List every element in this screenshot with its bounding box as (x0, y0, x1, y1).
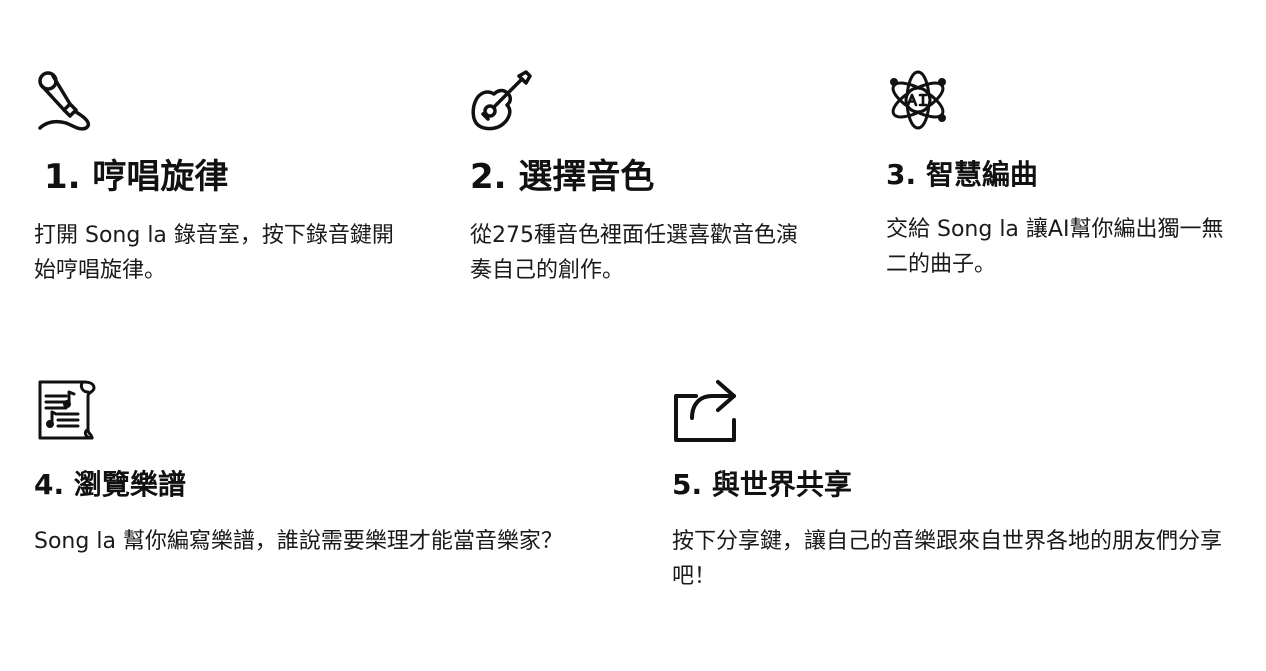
step-card-browse-score: 4. 瀏覽樂譜 Song la 幫你編寫樂譜，誰說需要樂理才能當音樂家？ (34, 378, 594, 559)
step-card-share-world: 5. 與世界共享 按下分享鍵，讓自己的音樂跟來自世界各地的朋友們分享吧！ (672, 378, 1242, 594)
step-card-choose-timbre: 2. 選擇音色 從275種音色裡面任選喜歡音色演奏自己的創作。 (470, 68, 850, 288)
guitar-icon (470, 68, 534, 132)
step-description: 打開 Song la 錄音室，按下錄音鍵開始哼唱旋律。 (34, 222, 394, 283)
step-card-smart-arrangement: 3. 智慧編曲 交給 Song la 讓AI幫你編出獨一無二的曲子。 (886, 68, 1256, 282)
sheet-music-scroll-icon (34, 378, 98, 442)
step-title: 2. 選擇音色 (470, 157, 655, 197)
step-description: 按下分享鍵，讓自己的音樂跟來自世界各地的朋友們分享吧！ (672, 528, 1223, 589)
step-description: 從275種音色裡面任選喜歡音色演奏自己的創作。 (470, 222, 798, 283)
step-card-hum-melody: 1. 哼唱旋律 打開 Song la 錄音室，按下錄音鍵開始哼唱旋律。 (34, 68, 414, 288)
step-title: 4. 瀏覽樂譜 (34, 468, 186, 501)
step-description: Song la 幫你編寫樂譜，誰說需要樂理才能當音樂家？ (34, 528, 563, 554)
share-icon (672, 378, 736, 442)
step-title: 5. 與世界共享 (672, 468, 852, 501)
step-title: 1. 哼唱旋律 (44, 157, 229, 197)
ai-atom-icon (886, 68, 950, 132)
microphone-icon (34, 68, 98, 132)
step-description: 交給 Song la 讓AI幫你編出獨一無二的曲子。 (886, 216, 1224, 277)
step-title: 3. 智慧編曲 (886, 158, 1038, 191)
